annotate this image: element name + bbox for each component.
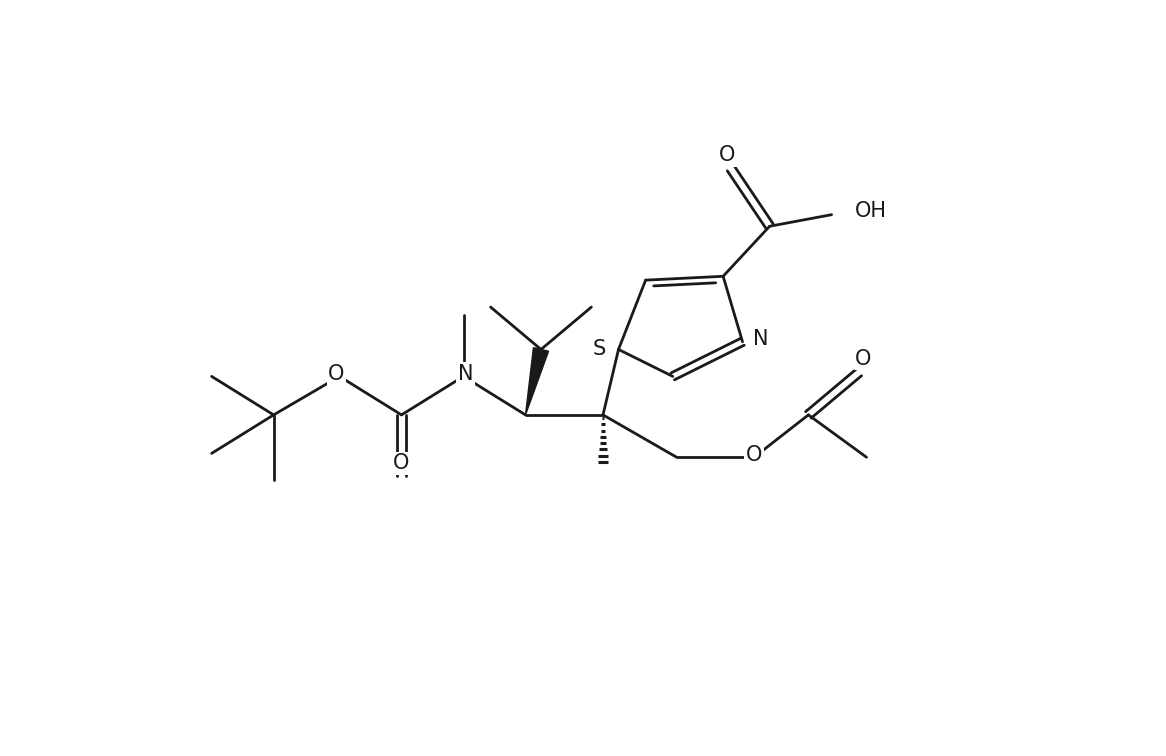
Polygon shape <box>526 348 548 415</box>
Text: N: N <box>752 330 768 349</box>
Text: O: O <box>328 364 345 384</box>
Text: OH: OH <box>855 201 887 221</box>
Text: O: O <box>393 454 409 473</box>
Text: N: N <box>458 364 473 384</box>
Text: S: S <box>592 339 606 359</box>
Text: O: O <box>855 349 872 369</box>
Text: O: O <box>718 145 736 166</box>
Text: O: O <box>746 445 763 465</box>
